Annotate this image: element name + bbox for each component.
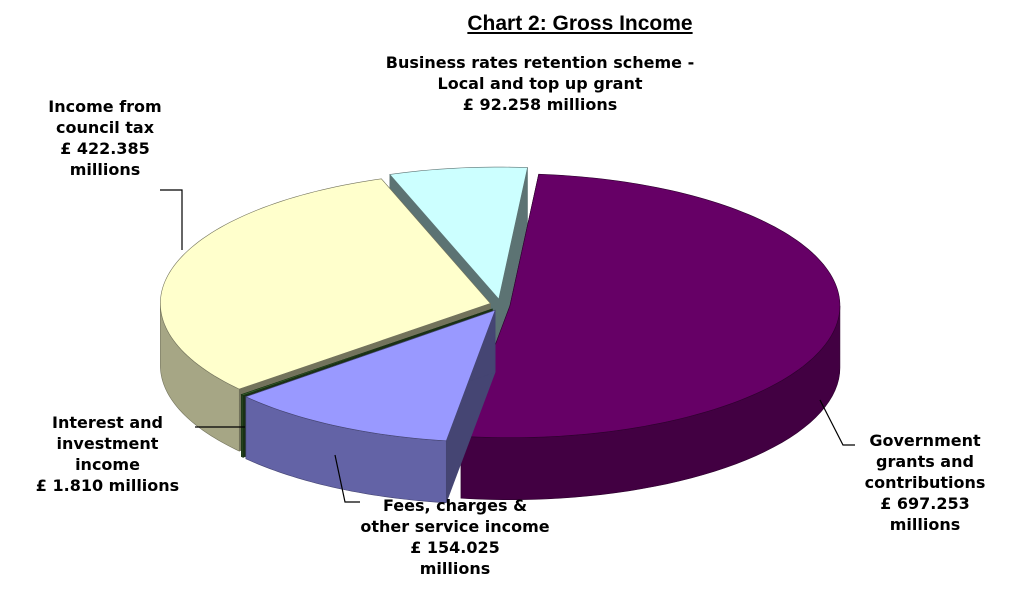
category-label: Business rates retention scheme - Local …	[385, 53, 695, 93]
leader-line	[819, 399, 855, 446]
slice	[389, 166, 528, 300]
category-label: Government grants and contributions	[864, 431, 986, 492]
value-label: £ 697.253 millions	[880, 494, 970, 534]
slice	[460, 173, 841, 439]
value-label: £ 154.025 millions	[410, 538, 500, 578]
slice-label: Income from council tax £ 422.385 millio…	[5, 96, 205, 180]
slice	[160, 178, 491, 390]
leader-line	[160, 189, 183, 250]
value-label: £ 92.258 millions	[462, 95, 618, 114]
slice-label: Fees, charges & other service income £ 1…	[355, 495, 555, 579]
slice	[240, 308, 493, 396]
slice-label: Interest and investment income £ 1.810 m…	[0, 412, 215, 496]
slice-label: Government grants and contributions £ 69…	[830, 430, 1020, 535]
leader-lines	[160, 189, 855, 503]
leader-line	[334, 454, 360, 503]
category-label: Fees, charges & other service income	[360, 496, 550, 536]
value-label: £ 1.810 millions	[35, 476, 180, 495]
category-label: Income from council tax	[48, 97, 162, 137]
slice	[245, 309, 496, 442]
slice-side	[241, 394, 244, 458]
chart-title: Chart 2: Gross Income	[467, 12, 693, 35]
value-label: £ 422.385 millions	[60, 139, 150, 179]
category-label: Interest and investment income	[52, 413, 163, 474]
slice-label: Business rates retention scheme - Local …	[375, 52, 705, 115]
